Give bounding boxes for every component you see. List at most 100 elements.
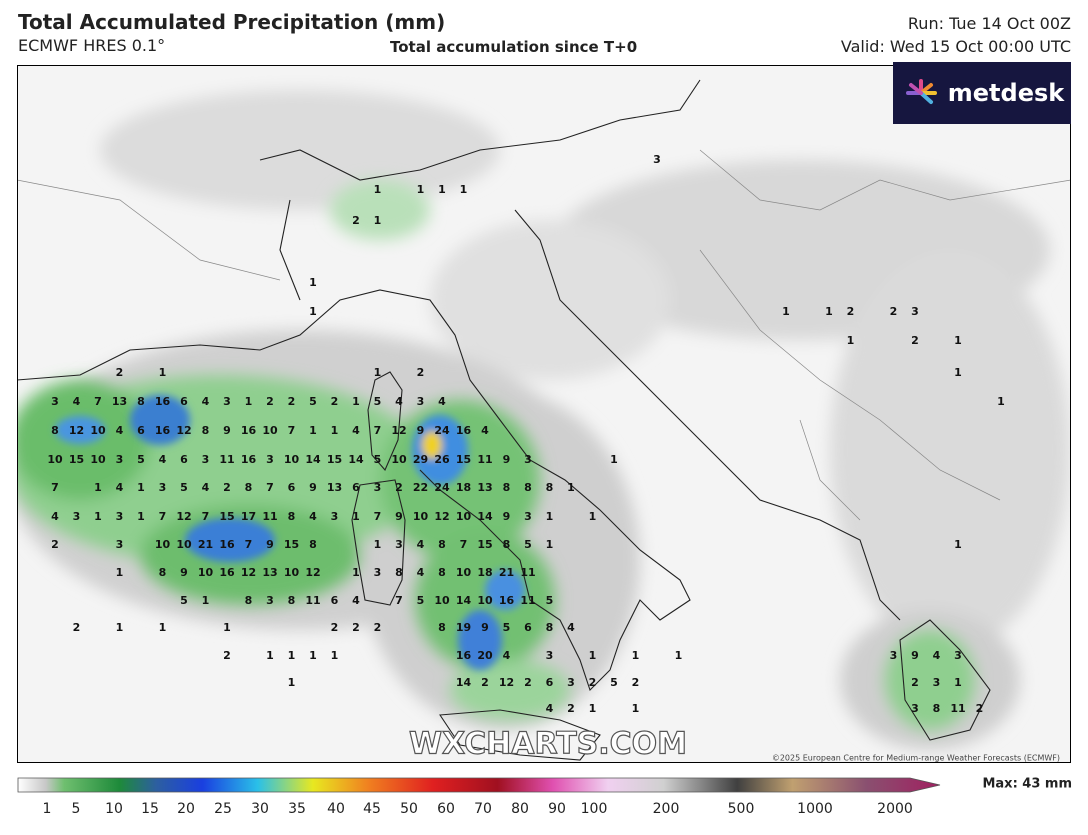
precip-label: 3 xyxy=(911,702,919,715)
precip-label: 16 xyxy=(155,395,171,408)
colorbar-tick-label: 1 xyxy=(43,801,52,817)
precip-label: 2 xyxy=(567,702,575,715)
precip-label: 4 xyxy=(202,395,210,408)
precip-label: 1 xyxy=(954,676,962,689)
precip-label: 5 xyxy=(417,594,425,607)
precip-label: 11 xyxy=(950,702,965,715)
precip-label: 1 xyxy=(245,395,253,408)
precip-label: 8 xyxy=(245,594,253,607)
precip-label: 1 xyxy=(331,649,339,662)
precip-label: 16 xyxy=(219,566,235,579)
precip-label: 13 xyxy=(477,481,492,494)
colorbar-tick-label: 5 xyxy=(72,801,81,817)
precip-label: 4 xyxy=(503,649,511,662)
precip-label: 9 xyxy=(180,566,188,579)
precip-label: 1 xyxy=(610,453,618,466)
precip-label: 16 xyxy=(155,424,171,437)
precip-label: 3 xyxy=(417,395,425,408)
precip-label: 15 xyxy=(456,453,471,466)
precip-label: 4 xyxy=(546,702,554,715)
precip-label: 3 xyxy=(395,538,403,551)
colorbar-tick-label: 40 xyxy=(327,801,345,817)
colorbar-tick-label: 1000 xyxy=(797,801,833,817)
precip-label: 2 xyxy=(847,305,855,318)
precip-label: 3 xyxy=(374,566,382,579)
precip-label: 1 xyxy=(309,424,317,437)
precip-label: 3 xyxy=(890,649,898,662)
precip-label: 22 xyxy=(413,481,428,494)
precip-label: 1 xyxy=(309,276,317,289)
precip-label: 20 xyxy=(477,649,493,662)
precip-label: 5 xyxy=(524,538,532,551)
precip-label: 2 xyxy=(632,676,640,689)
precip-label: 5 xyxy=(374,453,382,466)
precip-label: 12 xyxy=(241,566,256,579)
precip-label: 2 xyxy=(911,334,919,347)
precip-label: 16 xyxy=(241,424,257,437)
precip-label: 9 xyxy=(309,481,317,494)
colorbar-tick-label: 2000 xyxy=(877,801,913,817)
precip-label: 1 xyxy=(567,481,575,494)
precip-label: 7 xyxy=(374,424,382,437)
precip-label: 24 xyxy=(434,481,450,494)
precip-label: 7 xyxy=(460,538,468,551)
precip-label: 8 xyxy=(395,566,403,579)
watermark: WXCHARTS.COM xyxy=(409,727,687,762)
precip-label: 5 xyxy=(610,676,618,689)
precip-label: 1 xyxy=(202,594,210,607)
precip-label: 16 xyxy=(241,453,257,466)
colorbar-tick-label: 15 xyxy=(141,801,159,817)
colorbar-tick-label: 80 xyxy=(511,801,529,817)
precip-label: 3 xyxy=(116,538,124,551)
precip-label: 5 xyxy=(137,453,145,466)
logo-text: metdesk xyxy=(947,79,1065,107)
precip-label: 4 xyxy=(352,594,360,607)
precip-label: 1 xyxy=(825,305,833,318)
colorbar-tick-label: 25 xyxy=(214,801,232,817)
precip-label: 1 xyxy=(288,649,296,662)
precip-label: 18 xyxy=(456,481,471,494)
colorbar-tick-label: 35 xyxy=(288,801,306,817)
precip-label: 10 xyxy=(456,566,472,579)
precip-label: 3 xyxy=(159,481,167,494)
precip-label: 8 xyxy=(933,702,941,715)
precip-label: 1 xyxy=(438,183,446,196)
precip-label: 4 xyxy=(567,621,575,634)
precip-label: 7 xyxy=(202,510,210,523)
precip-label: 4 xyxy=(417,566,425,579)
precip-label: 3 xyxy=(51,395,59,408)
precip-label: 2 xyxy=(223,481,231,494)
precip-label: 8 xyxy=(309,538,317,551)
precip-label: 1 xyxy=(309,649,317,662)
precip-label: 15 xyxy=(477,538,492,551)
precip-label: 9 xyxy=(481,621,489,634)
precip-label: 4 xyxy=(202,481,210,494)
precip-label: 9 xyxy=(223,424,231,437)
precip-label: 6 xyxy=(546,676,554,689)
precip-label: 15 xyxy=(69,453,84,466)
precip-label: 7 xyxy=(51,481,59,494)
precip-label: 12 xyxy=(391,424,406,437)
precip-label: 8 xyxy=(546,481,554,494)
precip-label: 21 xyxy=(499,566,514,579)
precip-label: 4 xyxy=(352,424,360,437)
precip-label: 1 xyxy=(954,334,962,347)
precip-label: 10 xyxy=(284,453,300,466)
precip-label: 1 xyxy=(374,214,382,227)
precip-label: 1 xyxy=(137,510,145,523)
colorbar-scale xyxy=(17,777,941,793)
precip-label: 11 xyxy=(219,453,234,466)
precip-label: 13 xyxy=(327,481,342,494)
precip-label: 6 xyxy=(331,594,339,607)
precip-label: 2 xyxy=(223,649,231,662)
copyright: ©2025 European Centre for Medium-range W… xyxy=(772,754,1060,763)
precip-label: 2 xyxy=(890,305,898,318)
precip-label: 11 xyxy=(305,594,320,607)
precip-label: 4 xyxy=(159,453,167,466)
precip-label: 9 xyxy=(503,453,511,466)
precip-label: 16 xyxy=(219,538,235,551)
colorbar-tick-label: 50 xyxy=(400,801,418,817)
precip-label: 1 xyxy=(288,676,296,689)
colorbar-tick-label: 20 xyxy=(177,801,195,817)
precip-label: 4 xyxy=(73,395,81,408)
